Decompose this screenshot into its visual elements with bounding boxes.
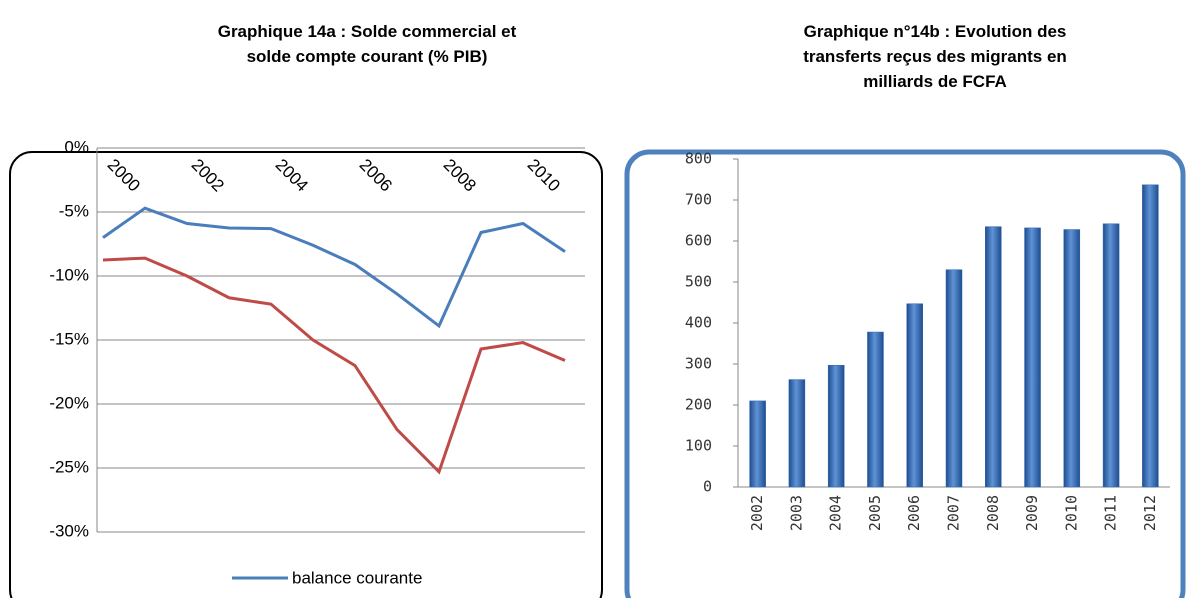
- y-tick-label: 100: [685, 437, 712, 455]
- chart-title: Graphique 14a : Solde commercial et: [218, 22, 517, 41]
- bar: [985, 226, 1002, 488]
- y-tick-label: -15%: [49, 329, 89, 348]
- legend-label: balance courante: [292, 568, 422, 587]
- x-tick-label: 2010: [1062, 495, 1080, 531]
- x-tick-label: 2012: [1141, 495, 1159, 531]
- y-tick-label: -25%: [49, 457, 89, 476]
- y-tick-label: 0: [703, 478, 712, 496]
- bar: [788, 379, 806, 488]
- x-tick-label: 2003: [787, 495, 805, 531]
- bar: [906, 303, 923, 488]
- y-tick-label: -10%: [49, 265, 89, 284]
- x-tick-label: 2011: [1102, 495, 1120, 531]
- bar: [867, 331, 884, 488]
- y-tick-label: 0%: [64, 137, 89, 156]
- x-tick-label: 2007: [945, 495, 963, 531]
- y-tick-label: 200: [685, 396, 712, 414]
- x-tick-label: 2008: [984, 495, 1002, 531]
- chart-title: milliards de FCFA: [863, 72, 1007, 91]
- y-tick-label: 700: [685, 191, 712, 209]
- chart-title: solde compte courant (% PIB): [247, 47, 488, 66]
- bar: [827, 364, 845, 488]
- bar: [1142, 184, 1159, 488]
- bar: [945, 269, 963, 488]
- y-tick-label: -30%: [49, 521, 89, 540]
- chart-title: transferts reçus des migrants en: [803, 47, 1067, 66]
- y-tick-label: 600: [685, 232, 712, 250]
- y-tick-label: 400: [685, 314, 712, 332]
- x-tick-label: 2006: [905, 495, 923, 531]
- bar: [1102, 223, 1120, 488]
- bar: [1024, 227, 1041, 488]
- y-tick-label: -5%: [59, 201, 89, 220]
- x-tick-label: 2005: [866, 495, 884, 531]
- x-tick-label: 2002: [748, 495, 766, 531]
- y-tick-label: 800: [685, 150, 712, 168]
- y-tick-label: -20%: [49, 393, 89, 412]
- chart-frame: [9, 151, 603, 598]
- series-line: [102, 206, 566, 329]
- y-tick-label: 500: [685, 273, 712, 291]
- chart-title: Graphique n°14b : Evolution des: [804, 22, 1067, 41]
- bar: [1063, 229, 1081, 488]
- y-tick-label: 300: [685, 355, 712, 373]
- x-tick-label: 2009: [1023, 495, 1041, 531]
- x-tick-label: 2004: [827, 495, 845, 531]
- series-line: [102, 256, 566, 475]
- bar: [749, 400, 766, 488]
